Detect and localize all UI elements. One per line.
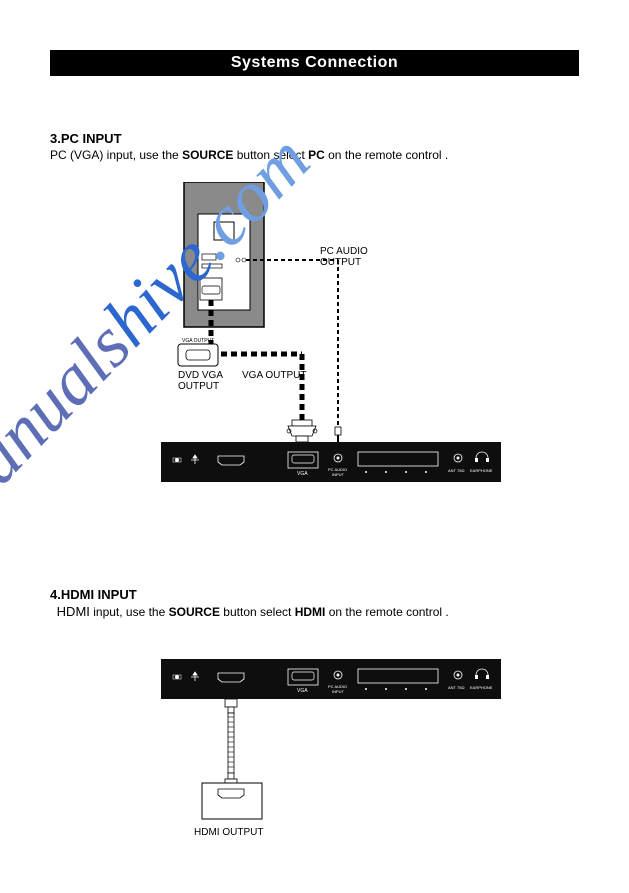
hdmi-connection-diagram: VGA PC AUDIO INPUT ANT 75Ω E <box>50 659 579 849</box>
label-dvd-vga-1: DVD VGA <box>178 370 223 381</box>
label-vga-output: VGA OUTPUT <box>242 370 306 381</box>
svg-text:VGA: VGA <box>297 471 308 477</box>
pc-desc-pc: PC <box>308 148 325 162</box>
hdmi-desc-part: on the remote control . <box>325 605 448 619</box>
hdmi-desc-source: SOURCE <box>169 605 220 619</box>
label-dvd-vga-2: OUTPUT <box>178 381 219 392</box>
pc-desc-source: SOURCE <box>182 148 233 162</box>
svg-text:EARPHONE: EARPHONE <box>470 685 493 690</box>
section-hdmi-input: 4.HDMI INPUT HDMI input, use the SOURCE … <box>50 587 579 849</box>
banner-title: Systems Connection <box>50 50 579 76</box>
hdmi-desc-part: button select <box>220 605 295 619</box>
label-hdmi-output: HDMI OUTPUT <box>194 827 263 838</box>
pc-desc-part: on the remote control . <box>325 148 448 162</box>
pc-input-heading: 3.PC INPUT <box>50 131 579 146</box>
hdmi-desc-part: input, use the <box>90 605 169 619</box>
svg-text:INPUT: INPUT <box>332 689 345 694</box>
hdmi-desc-hdmi: HDMI <box>57 604 90 619</box>
hdmi-desc-hdmi2: HDMI <box>295 605 326 619</box>
label-vga-tiny: VGA OUTPUT <box>182 338 214 344</box>
label-pc-audio-1: PC AUDIO <box>320 246 368 257</box>
diagram-svg: PC AUDIO OUTPUT VGA OUTPUT DVD VGA OUTPU… <box>50 182 550 502</box>
hdmi-desc-part <box>50 605 57 619</box>
svg-text:ANT 75Ω: ANT 75Ω <box>448 468 464 473</box>
diagram-svg: VGA PC AUDIO INPUT ANT 75Ω E <box>50 659 550 849</box>
pc-connection-diagram: PC AUDIO OUTPUT VGA OUTPUT DVD VGA OUTPU… <box>50 182 579 502</box>
tv-rear-panel: VGA PC AUDIO INPUT ANT 75Ω <box>161 442 501 482</box>
hdmi-input-desc: HDMI input, use the SOURCE button select… <box>50 604 579 619</box>
svg-text:INPUT: INPUT <box>332 472 345 477</box>
watermark-prefix: m <box>0 443 12 536</box>
svg-text:EARPHONE: EARPHONE <box>470 468 493 473</box>
hdmi-input-heading: 4.HDMI INPUT <box>50 587 579 602</box>
pc-input-desc: PC (VGA) input, use the SOURCE button se… <box>50 148 579 162</box>
section-pc-input: 3.PC INPUT PC (VGA) input, use the SOURC… <box>50 131 579 502</box>
pc-desc-part: button select <box>233 148 308 162</box>
label-pc-audio-2: OUTPUT <box>320 257 361 268</box>
tv-rear-panel: VGA PC AUDIO INPUT ANT 75Ω E <box>161 659 501 699</box>
svg-text:VGA: VGA <box>297 688 308 694</box>
pc-desc-part: PC (VGA) input, use the <box>50 148 182 162</box>
svg-text:ANT 75Ω: ANT 75Ω <box>448 685 464 690</box>
